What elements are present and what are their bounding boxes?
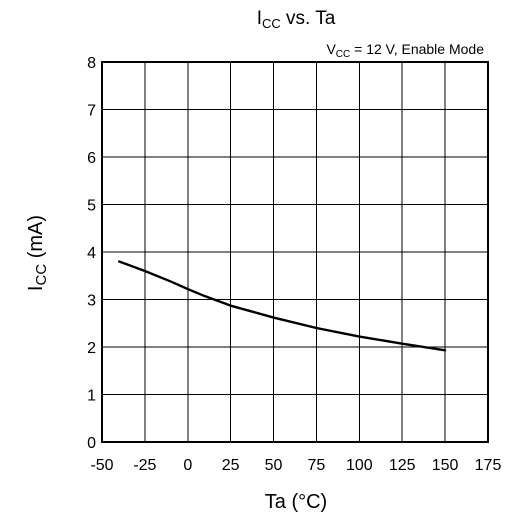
x-tick-label: -50 (90, 457, 113, 474)
chart-title-main: I (257, 8, 262, 29)
y-tick-label: 6 (87, 150, 96, 167)
x-tick-label: 50 (265, 457, 283, 474)
y-axis-label-main: I (25, 286, 47, 292)
chart-title-subscript: CC (262, 16, 281, 31)
grid-layer (101, 61, 489, 443)
icc-series-line (117, 260, 447, 352)
x-tick-labels: -50 -25 0 25 50 75 100 125 150 175 (90, 457, 501, 474)
y-tick-label: 7 (87, 103, 96, 120)
y-axis-label-subscript: CC (33, 264, 50, 286)
y-axis-label-rest: (mA) (25, 215, 47, 264)
chart-title: ICC vs. Ta (257, 8, 336, 31)
series-layer (117, 260, 447, 352)
y-tick-label: 8 (87, 55, 96, 72)
x-tick-label: 150 (432, 457, 459, 474)
x-tick-label: 100 (346, 457, 373, 474)
chart-subtitle-main: V (326, 41, 336, 57)
x-tick-label: -25 (133, 457, 156, 474)
x-tick-label: 175 (475, 457, 502, 474)
y-tick-label: 5 (87, 198, 96, 215)
plot-frame (101, 61, 489, 443)
chart-subtitle-subscript: CC (336, 49, 350, 60)
y-tick-label: 1 (87, 388, 96, 405)
y-tick-label: 3 (87, 293, 96, 310)
y-tick-label: 0 (87, 435, 96, 452)
x-tick-label: 75 (308, 457, 326, 474)
chart-title-rest: vs. Ta (281, 8, 336, 29)
x-tick-label: 25 (222, 457, 240, 474)
x-tick-label: 0 (183, 457, 192, 474)
y-tick-label: 2 (87, 340, 96, 357)
chart-subtitle-rest: = 12 V, Enable Mode (350, 41, 484, 57)
y-axis-label: ICC (mA) (25, 215, 50, 291)
chart-subtitle: VCC = 12 V, Enable Mode (326, 41, 484, 60)
y-tick-label: 4 (87, 245, 96, 262)
x-tick-label: 125 (389, 457, 416, 474)
x-axis-label: Ta (°C) (265, 491, 327, 513)
y-tick-labels: 0 1 2 3 4 5 6 7 8 (87, 55, 96, 452)
